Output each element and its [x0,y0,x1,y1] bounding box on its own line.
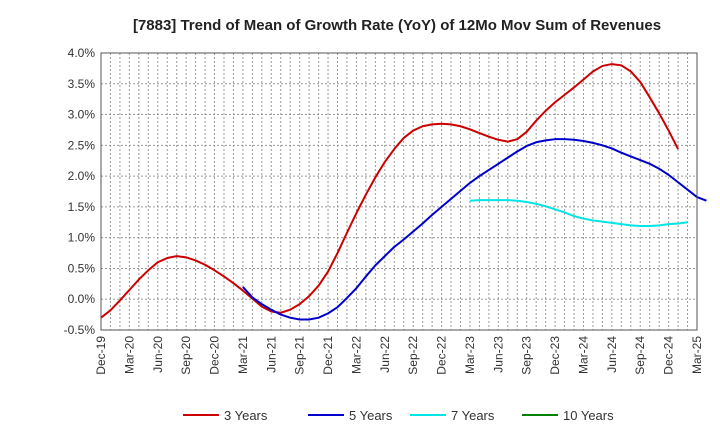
y-tick-label: 0.0% [68,292,96,306]
y-tick-label: 1.0% [68,231,96,245]
legend-label-10-years: 10 Years [563,408,614,423]
x-tick-label: Sep-22 [406,336,420,375]
series-line-7-years [469,199,688,227]
y-tick-label: 2.5% [68,138,96,152]
x-axis-ticks: Dec-19 Mar-20 Jun-20 Sep-20 Dec-20 Mar-21 Jun-… [94,336,704,375]
x-tick-label: Sep-23 [520,336,534,375]
x-tick-label: Mar-20 [122,336,136,374]
y-tick-label: 1.5% [68,200,96,214]
plot-area-frame [100,52,698,331]
chart-title: [7883] Trend of Mean of Growth Rate (YoY… [133,17,661,34]
grid [100,52,698,331]
y-tick-label: 2.0% [68,169,96,183]
series-line-5-years [242,138,707,321]
x-tick-label: Dec-19 [94,336,108,375]
x-tick-label: Jun-20 [151,336,165,373]
legend-label-3-years: 3 Years [224,408,268,423]
x-tick-label: Jun-22 [378,336,392,373]
legend-label-7-years: 7 Years [451,408,495,423]
x-tick-label: Mar-24 [576,336,590,374]
x-tick-label: Sep-20 [179,336,193,375]
y-tick-label: 4.0% [68,46,96,60]
x-tick-label: Mar-22 [349,336,363,374]
x-tick-label: Mar-23 [463,336,477,374]
series-line-3-years [100,63,679,319]
x-tick-label: Sep-24 [633,336,647,375]
x-tick-label: Dec-21 [321,336,335,375]
x-tick-label: Dec-23 [548,336,562,375]
y-tick-label: 3.5% [68,77,96,91]
y-tick-label: -0.5% [64,323,96,337]
x-tick-label: Jun-21 [264,336,278,373]
legend: 3 Years 5 Years 7 Years 10 Years [183,408,614,423]
y-tick-label: 3.0% [68,108,96,122]
x-tick-label: Dec-24 [662,336,676,375]
y-axis-ticks: -0.5% 0.0% 0.5% 1.0% 1.5% 2.0% 2.5% 3.0% 3.5% 4.0… [64,46,96,337]
x-tick-label: Sep-21 [293,336,307,375]
x-tick-label: Mar-25 [690,336,704,374]
y-tick-label: 0.5% [68,261,96,275]
legend-label-5-years: 5 Years [349,408,393,423]
series-lines [100,63,707,321]
x-tick-label: Dec-20 [208,336,222,375]
x-tick-label: Jun-23 [491,336,505,373]
x-tick-label: Mar-21 [236,336,250,374]
x-tick-label: Jun-24 [605,336,619,373]
x-tick-label: Dec-22 [435,336,449,375]
